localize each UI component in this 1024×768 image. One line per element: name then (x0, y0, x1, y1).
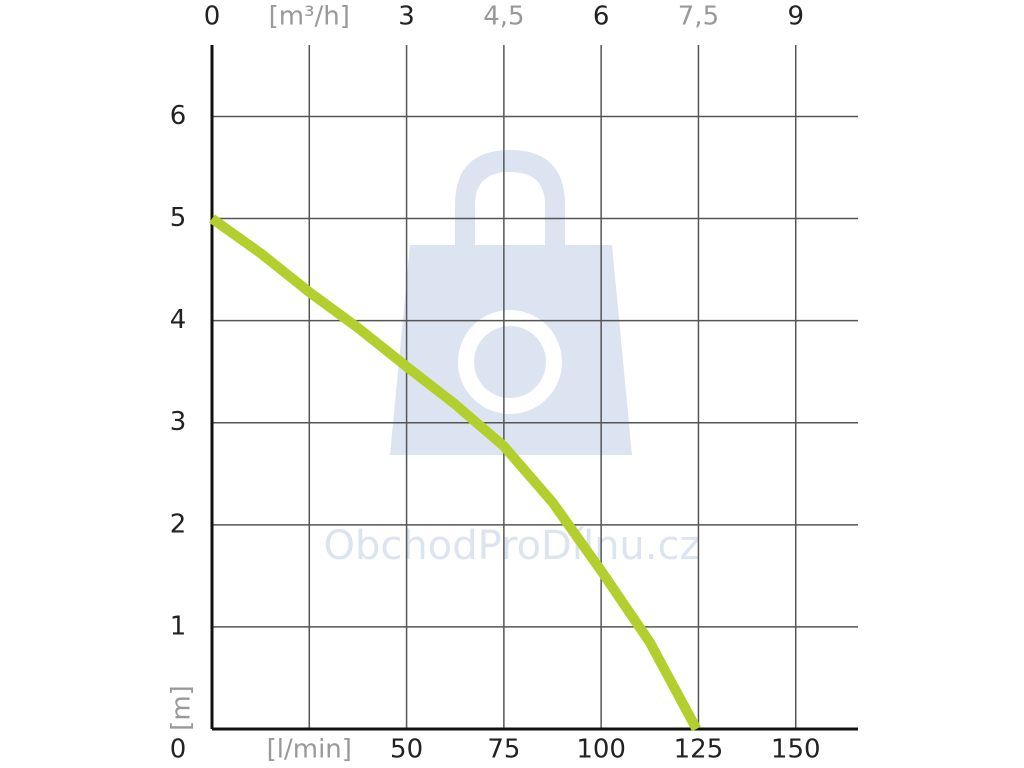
y-tick-label: 3 (170, 407, 187, 437)
x-tick-label: 100 (576, 735, 626, 765)
y-tick-label: 1 (170, 611, 187, 641)
x2-tick-label: 7,5 (678, 2, 719, 32)
x2-tick-label: 6 (593, 2, 610, 32)
x-tick-label: 150 (771, 735, 821, 765)
y-tick-label: 2 (170, 509, 187, 539)
x-tick-label: 75 (487, 735, 520, 765)
x2-tick-label: 9 (787, 2, 804, 32)
x-tick-label: [l/min] (267, 735, 352, 765)
x2-tick-label: [m³/h] (269, 2, 350, 32)
y-axis-label: [m] (167, 685, 197, 731)
x-tick-label: 125 (674, 735, 724, 765)
x2-tick-label: 3 (398, 2, 415, 32)
watermark-logo (390, 150, 632, 455)
watermark-text: ObchodProDílnu.cz (324, 523, 701, 569)
y-tick-label: 5 (170, 203, 187, 233)
x2-tick-label: 0 (204, 2, 221, 32)
curve (209, 214, 701, 732)
y-tick-label: 6 (170, 101, 187, 131)
x2-tick-label: 4,5 (483, 2, 524, 32)
y-tick-label: 4 (170, 305, 187, 335)
y-tick-label: 0 (170, 735, 187, 765)
x-tick-label: 50 (390, 735, 423, 765)
